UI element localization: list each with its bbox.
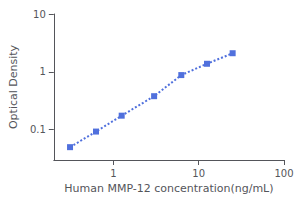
svg-text:1: 1: [110, 168, 116, 179]
svg-text:0.1: 0.1: [30, 124, 46, 135]
svg-text:Human MMP-12 concentration(ng/: Human MMP-12 concentration(ng/mL): [64, 182, 273, 195]
svg-text:10: 10: [192, 168, 205, 179]
svg-text:Optical Density: Optical Density: [7, 44, 20, 129]
svg-text:1: 1: [39, 66, 45, 77]
svg-text:10: 10: [33, 9, 46, 20]
svg-text:100: 100: [274, 168, 293, 179]
